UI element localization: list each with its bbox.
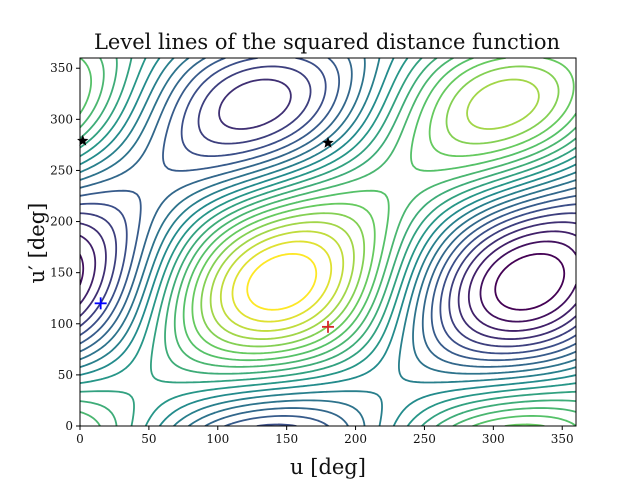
contour-level-4	[209, 78, 540, 340]
y-tick-label: 150	[50, 266, 73, 280]
contour-level-20	[80, 230, 576, 332]
plus-marker-2	[94, 297, 107, 310]
y-axis-label: u′ [deg]	[25, 203, 49, 284]
x-axis: 0 50 100 150 200 250 300 350	[76, 426, 574, 446]
y-tick-label: 50	[58, 368, 73, 382]
x-tick-label: 50	[141, 432, 156, 446]
contour-level-10	[80, 58, 576, 426]
chart-title: Level lines of the squared distance func…	[94, 30, 560, 54]
star-marker-4	[77, 134, 89, 146]
x-tick-label: 0	[76, 432, 84, 446]
contour-level-15	[80, 58, 576, 426]
x-tick-label: 350	[551, 432, 574, 446]
y-tick-label: 350	[50, 61, 73, 75]
contour-level-22	[494, 252, 566, 311]
x-axis-label: u [deg]	[290, 455, 366, 479]
markers	[77, 134, 334, 333]
contour-level-3	[219, 230, 345, 332]
y-tick-label: 0	[65, 419, 73, 433]
contour-level-1	[246, 252, 318, 311]
contour-level-8	[80, 58, 576, 426]
x-tick-label: 150	[275, 432, 298, 446]
contour-level-19	[80, 78, 576, 340]
y-axis: 0 50 100 150 200 250 300 350	[50, 61, 80, 433]
contour-level-21	[80, 240, 576, 323]
y-tick-label: 100	[50, 317, 73, 331]
plus-marker-1	[322, 320, 334, 333]
contour-level-2	[231, 240, 333, 323]
x-tick-label: 100	[206, 432, 229, 446]
x-tick-label: 300	[482, 432, 505, 446]
y-tick-label: 250	[50, 163, 73, 177]
contour-level-13	[80, 58, 576, 426]
x-tick-label: 200	[344, 432, 367, 446]
plot-frame	[79, 57, 577, 427]
y-tick-label: 300	[50, 112, 73, 126]
x-tick-label: 250	[413, 432, 436, 446]
star-marker-3	[322, 136, 334, 148]
y-tick-label: 200	[50, 215, 73, 229]
contour-level-12	[80, 58, 576, 426]
contour-level-18	[80, 65, 576, 348]
contour-level-9	[80, 58, 576, 426]
contour-level-5	[200, 65, 560, 348]
contour-level-11	[80, 58, 576, 426]
contour-lines	[80, 58, 576, 426]
